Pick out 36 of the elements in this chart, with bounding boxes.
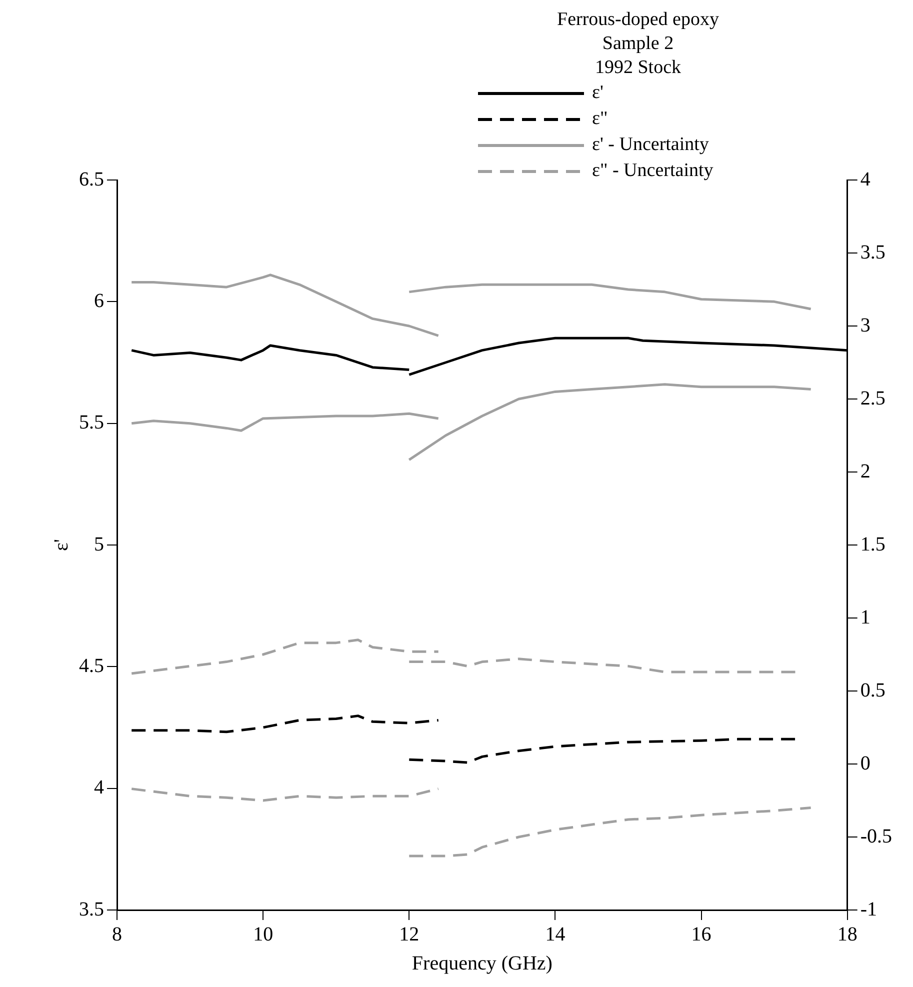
x-tick-label: 12 — [399, 923, 420, 946]
line-series — [408, 738, 798, 764]
y2-tick-label: 4 — [860, 168, 870, 190]
legend-label: ε' - Uncertainty — [592, 134, 709, 156]
y2-tick-label: -0.5 — [860, 825, 892, 848]
x-tick-label: 14 — [545, 923, 566, 946]
y-tick-label: 6.5 — [79, 168, 104, 190]
y2-tick-label: 1.5 — [860, 533, 886, 556]
line-series — [130, 638, 440, 675]
y2-tick-label: 1 — [860, 606, 870, 628]
y2-tick-label: 0 — [860, 752, 870, 774]
y-tick-label: 4 — [94, 776, 104, 799]
legend-label: ε" - Uncertainty — [592, 160, 714, 182]
y2-tick-label: -1 — [860, 898, 878, 920]
y-tick-label: 5.5 — [79, 412, 104, 434]
y-tick-label: 3.5 — [79, 898, 104, 920]
y-tick-label: 5 — [94, 533, 104, 556]
line-series — [408, 658, 798, 674]
y2-tick-label: 3.5 — [860, 241, 886, 264]
x-tick-label: 8 — [112, 923, 122, 946]
y2-tick-label: 0.5 — [860, 679, 886, 702]
y2-tick-label: 2.5 — [860, 387, 886, 410]
x-axis-title: Frequency (GHz) — [412, 952, 552, 974]
y-tick-label: 4.5 — [79, 654, 104, 677]
y2-tick-label: 3 — [860, 314, 870, 336]
y-tick-label: 6 — [94, 290, 104, 312]
line-series — [408, 806, 812, 858]
line-series — [130, 788, 440, 802]
legend-label: ε' — [592, 82, 604, 104]
y2-tick-label: 2 — [860, 460, 870, 482]
legend-label: ε" — [592, 108, 608, 130]
line-series — [130, 714, 440, 734]
x-tick-label: 16 — [691, 923, 712, 946]
y-axis-title: ε' — [50, 538, 72, 552]
x-tick-label: 10 — [253, 923, 274, 946]
x-tick-label: 18 — [837, 923, 858, 946]
